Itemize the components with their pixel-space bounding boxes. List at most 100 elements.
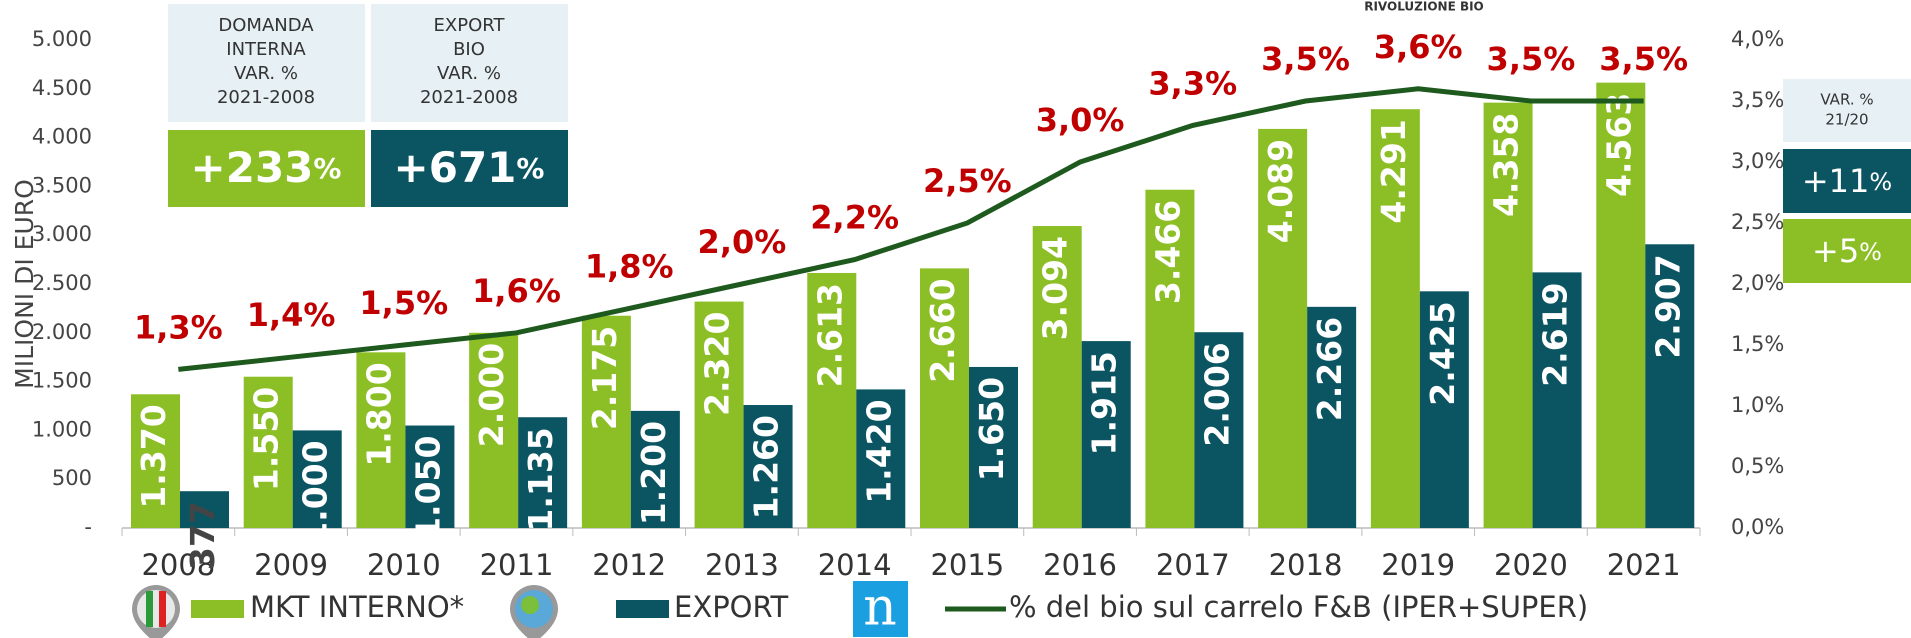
data-label: 3,5% (1487, 40, 1576, 78)
box-header-text: BIO (453, 39, 485, 60)
y-tick-label: - (84, 515, 92, 539)
x-tick-label: 2010 (367, 548, 441, 582)
bar (131, 394, 180, 528)
change-unit: % (1859, 238, 1882, 266)
legend-label: EXPORT (674, 590, 789, 624)
y-tick-label: 2.000 (32, 320, 92, 344)
line (178, 86, 1644, 372)
y2-tick-label: 4,0% (1731, 27, 1784, 51)
bar (405, 425, 455, 528)
data-label: 2.320 (698, 312, 737, 416)
data-label: 2.660 (923, 278, 962, 382)
box-header-text: INTERNA (226, 39, 306, 60)
data-label: 2.266 (1310, 317, 1349, 421)
data-label: 1,5% (359, 284, 448, 322)
y-tick-label: 3.500 (32, 173, 92, 197)
data-label: 2.425 (1423, 301, 1462, 405)
bar (1145, 189, 1195, 529)
x-tick-label: 2021 (1607, 548, 1681, 582)
legend-icon (146, 591, 153, 627)
x-tick-label: 2009 (254, 548, 328, 582)
change-number: +5 (1812, 232, 1859, 270)
data-label: 3,6% (1374, 28, 1463, 66)
bar (469, 332, 519, 528)
data-label: 377 (183, 501, 222, 570)
bar (356, 352, 406, 528)
data-label: 2,5% (923, 162, 1012, 200)
bar (1194, 332, 1244, 528)
bar (581, 315, 631, 528)
y2-tick-label: 1,0% (1731, 393, 1784, 417)
change-bg (1783, 219, 1911, 283)
data-label: 1.000 (296, 440, 335, 544)
bar (1370, 109, 1420, 529)
change-unit: % (1869, 168, 1892, 196)
change-header (1783, 79, 1911, 142)
y2-tick-label: 2,5% (1731, 210, 1784, 234)
box-value-bg (371, 130, 568, 207)
x-tick-label: 2018 (1269, 548, 1343, 582)
bar (969, 366, 1018, 528)
y-tick-label: 5.000 (32, 27, 92, 51)
change-number: +11 (1802, 162, 1870, 200)
data-label: 2.006 (1197, 342, 1236, 446)
bar (1307, 306, 1357, 528)
data-label: 2,2% (810, 199, 899, 237)
box-header-text: 2021-2008 (217, 87, 315, 108)
y-tick-label: 3.000 (32, 222, 92, 246)
change-value: +11% (1802, 162, 1892, 200)
data-label: 2.175 (585, 326, 624, 430)
y2-tick-label: 3,5% (1731, 88, 1784, 112)
x-tick-label: 2016 (1043, 548, 1117, 582)
legend-swatch (616, 600, 669, 618)
change-header-text: 21/20 (1825, 111, 1868, 129)
legend-icon (137, 590, 175, 628)
data-label: 1.420 (859, 399, 898, 503)
box-value-number: +233 (191, 143, 314, 192)
bar (292, 430, 342, 528)
y2-tick-label: 0,5% (1731, 454, 1784, 478)
x-tick-label: 2020 (1494, 548, 1568, 582)
bar (856, 389, 906, 528)
x-tick-label: 2013 (705, 548, 779, 582)
bar (743, 405, 793, 528)
y-tick-label: 1.500 (32, 369, 92, 393)
y-tick-label: 500 (52, 466, 92, 490)
data-label: 2.907 (1648, 254, 1687, 358)
data-label: 1.650 (972, 377, 1011, 481)
bar (518, 417, 568, 528)
data-label: 4.358 (1487, 113, 1526, 217)
y2-tick-label: 2,0% (1731, 271, 1784, 295)
data-label: 3,5% (1599, 40, 1688, 78)
data-label: 2.613 (810, 283, 849, 387)
bar (1419, 291, 1469, 528)
y-tick-label: 1.000 (32, 417, 92, 441)
x-tick-label: 2012 (592, 548, 666, 582)
legend-swatch (191, 600, 244, 618)
data-label: 4.089 (1261, 139, 1300, 243)
data-label: 3,0% (1036, 101, 1125, 139)
bar (694, 301, 744, 528)
data-label: 1.370 (134, 404, 173, 508)
box-header-text: VAR. % (234, 63, 298, 84)
y-tick-label: 4.500 (32, 76, 92, 100)
change-value: +5% (1812, 232, 1882, 270)
y2-tick-label: 3,0% (1731, 149, 1784, 173)
data-label: 2.000 (472, 343, 511, 447)
x-tick-label: 2017 (1156, 548, 1230, 582)
legend-icon (521, 596, 539, 614)
bar (243, 376, 293, 528)
bar (1645, 244, 1695, 528)
legend-logo-bg (853, 581, 908, 637)
box-header-text: VAR. % (437, 63, 501, 84)
box-header-text: DOMANDA (218, 15, 314, 36)
y-tick-label: 2.500 (32, 271, 92, 295)
data-label: 2.619 (1536, 282, 1575, 386)
box-value-unit: % (516, 152, 544, 185)
change-header-text: VAR. % (1820, 91, 1873, 109)
box-header-text: 2021-2008 (420, 87, 518, 108)
legend-label: % del bio sul carrelo F&B (IPER+SUPER) (1009, 590, 1588, 624)
box-value-bg (168, 130, 365, 207)
bar (1532, 272, 1582, 528)
y2-tick-label: 0,0% (1731, 515, 1784, 539)
